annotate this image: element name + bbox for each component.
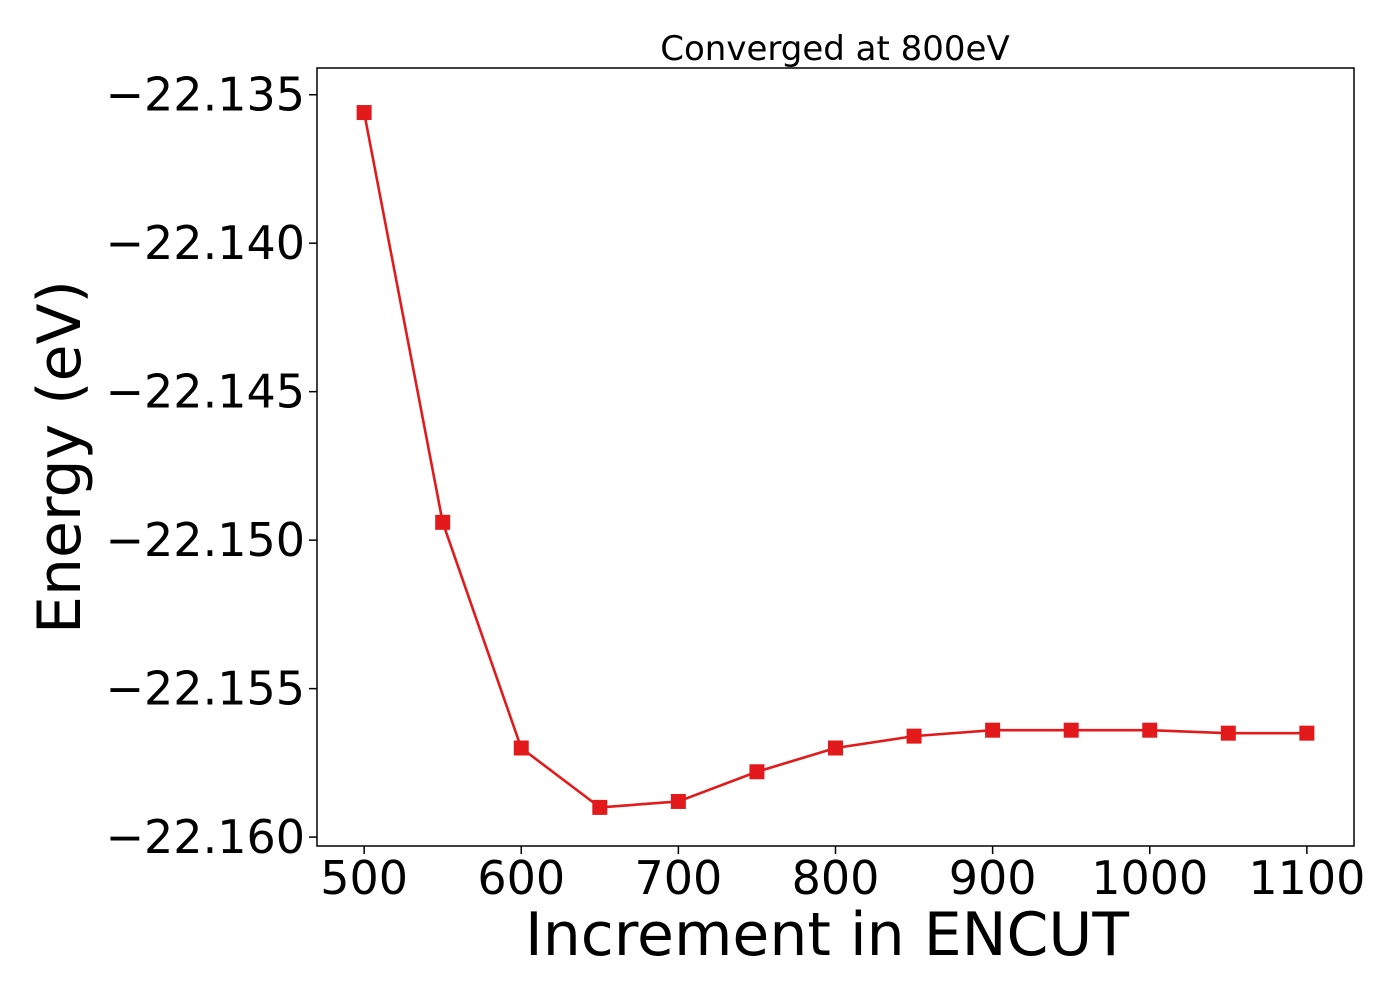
data-point-marker (670, 793, 686, 809)
y-tick-label: −22.155 (106, 662, 306, 716)
y-tick-label: −22.150 (106, 513, 306, 567)
chart-title: Converged at 800eV (660, 29, 1009, 69)
x-tick-label: 600 (477, 851, 565, 905)
y-tick-label: −22.140 (106, 216, 306, 270)
data-point-marker (356, 105, 372, 121)
x-tick-label: 500 (320, 851, 408, 905)
data-point-marker (828, 740, 843, 756)
data-point-marker (1063, 722, 1079, 738)
y-axis-title: Energy (eV) (25, 280, 95, 634)
x-axis: 500 600 700 800 900 1000 1100 (320, 846, 1365, 905)
data-point-marker (513, 740, 529, 756)
x-tick-label: 800 (792, 851, 880, 905)
x-tick-label: 700 (634, 851, 722, 905)
y-tick-label: −22.160 (106, 810, 306, 864)
x-tick-label: 1100 (1248, 851, 1365, 905)
y-axis: −22.135 −22.140 −22.145 −22.150 −22.155 −22.1… (106, 68, 317, 864)
data-point-marker (592, 799, 608, 815)
data-point-marker (749, 764, 765, 780)
plot-area (356, 105, 1315, 815)
data-point-marker (1220, 725, 1236, 741)
data-point-marker (906, 728, 922, 744)
data-point-marker (1142, 722, 1158, 738)
x-tick-label: 1000 (1091, 851, 1208, 905)
y-tick-label: −22.145 (106, 365, 306, 419)
data-point-marker (1299, 725, 1315, 741)
x-axis-title: Increment in ENCUT (525, 900, 1129, 970)
data-point-marker (985, 722, 1001, 738)
data-point-marker (435, 514, 451, 530)
x-tick-label: 900 (949, 851, 1037, 905)
y-tick-label: −22.135 (106, 68, 306, 122)
